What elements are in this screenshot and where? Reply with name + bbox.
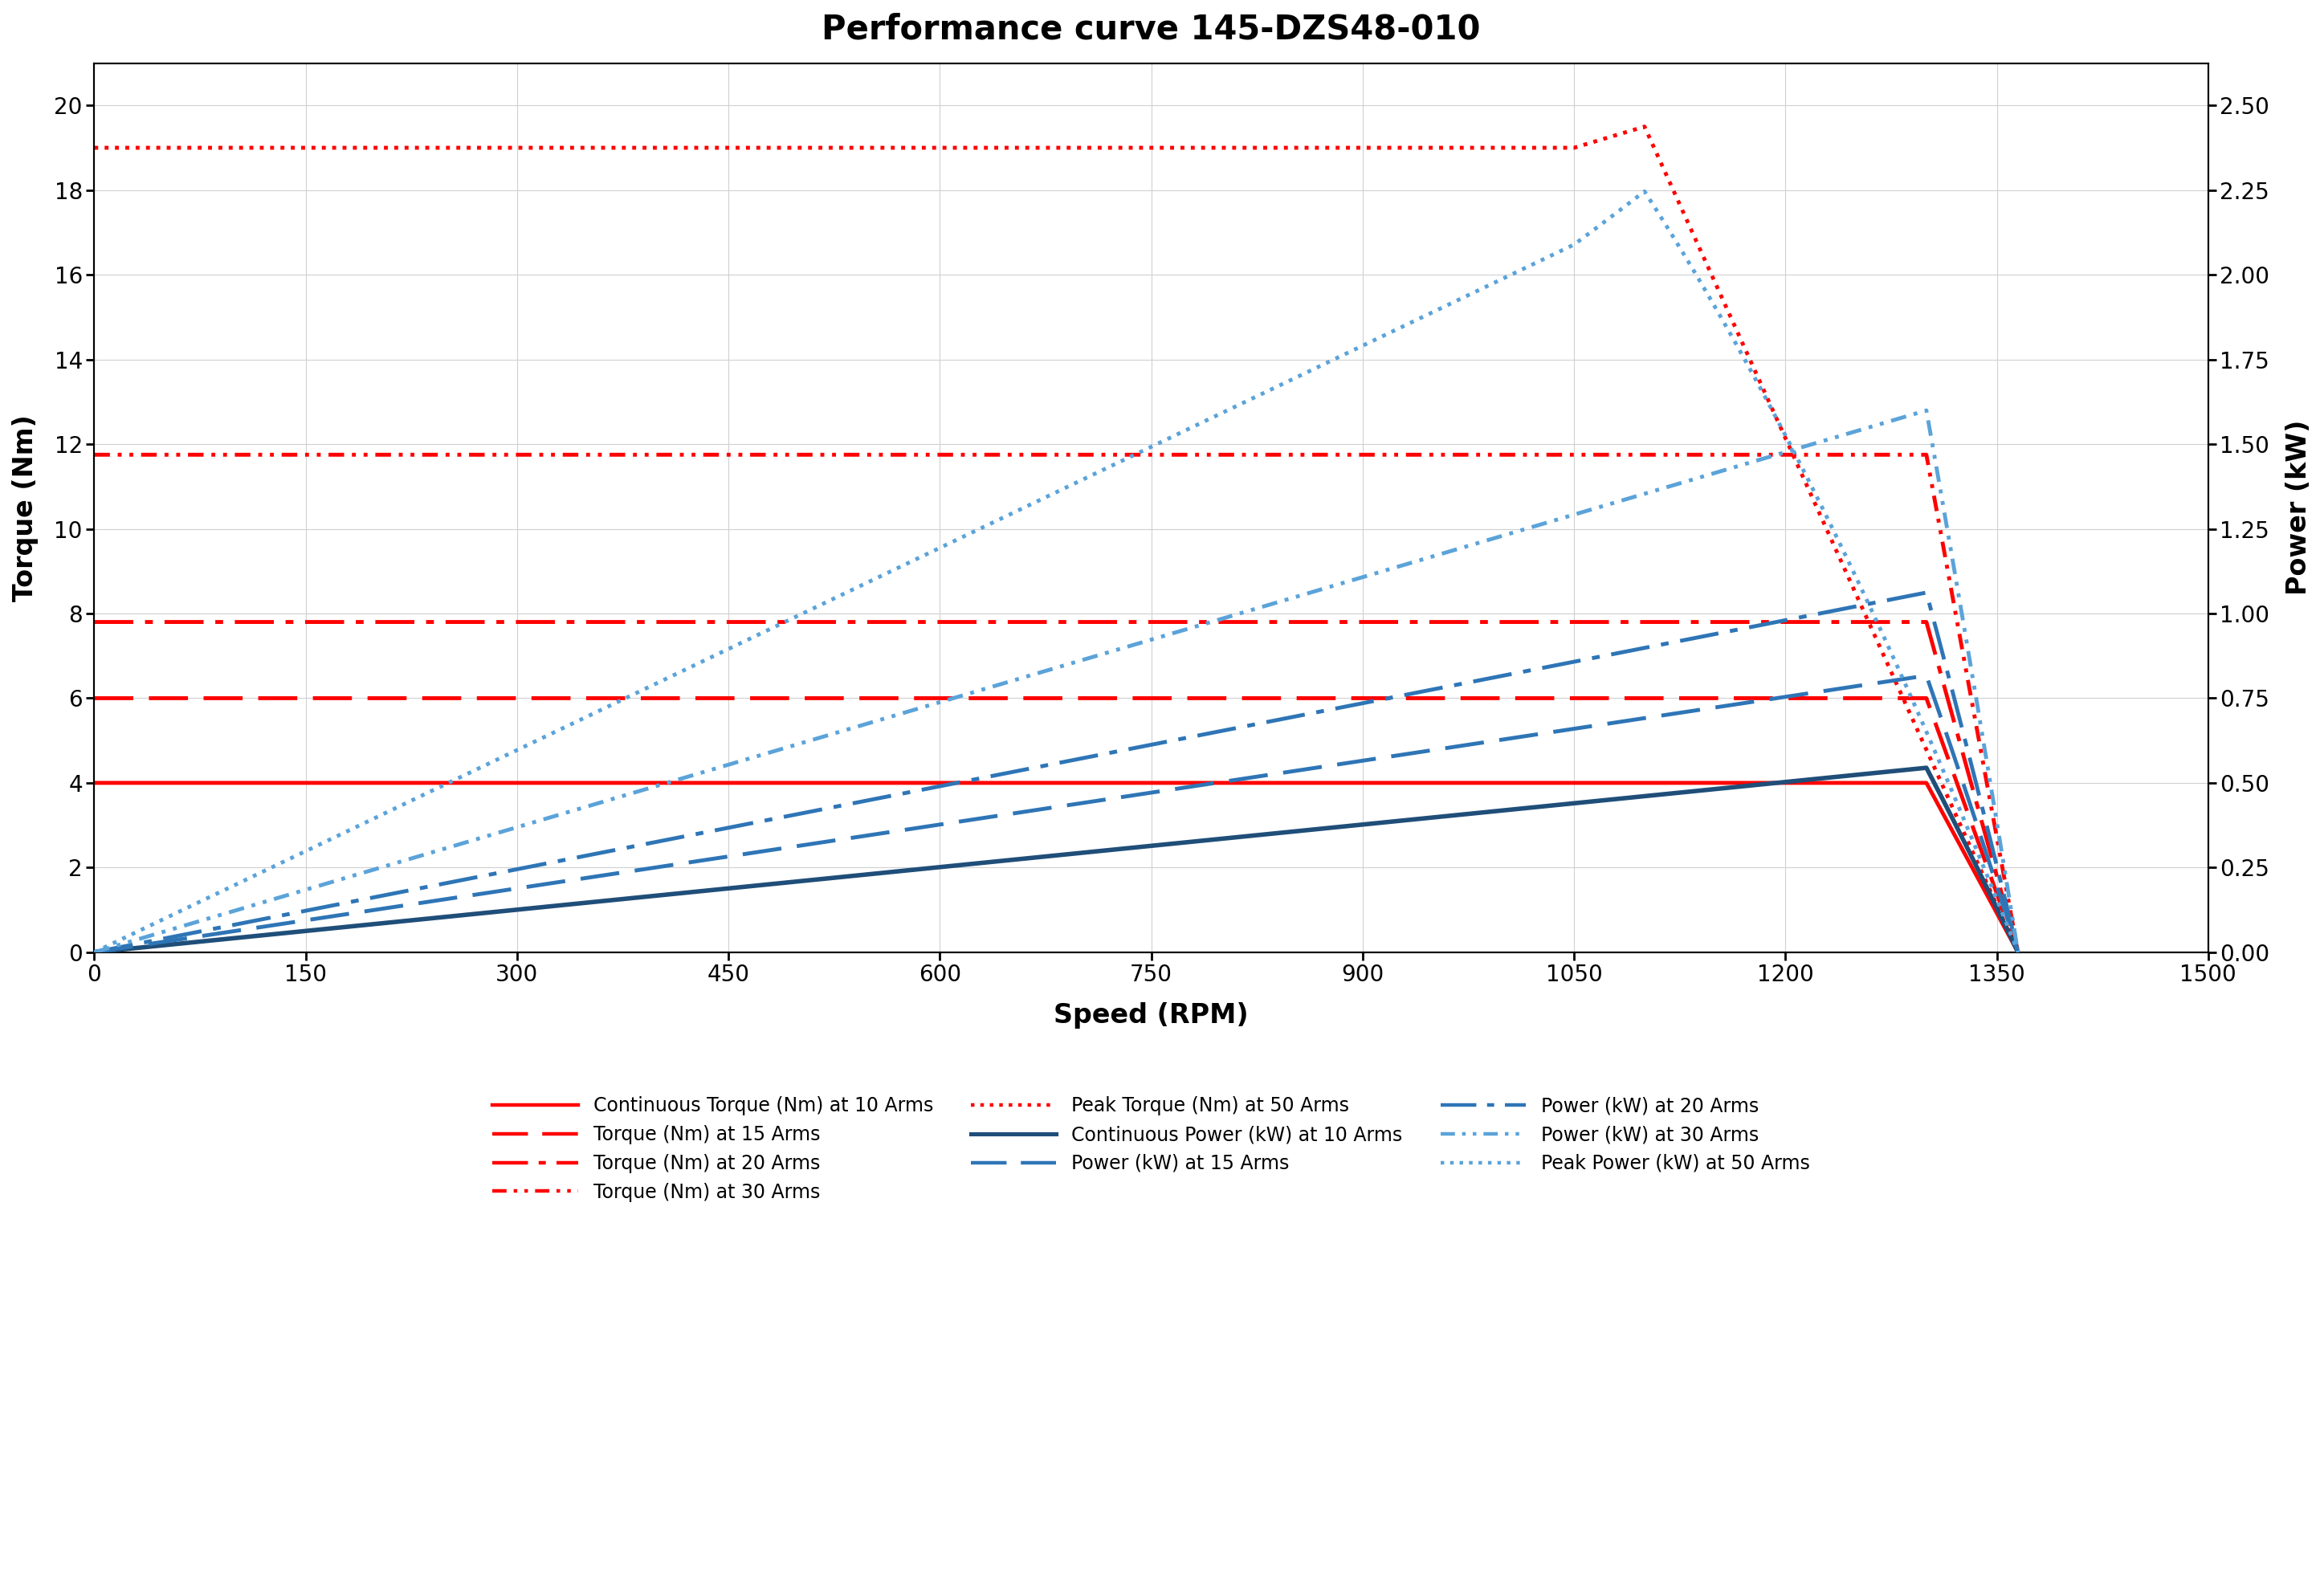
X-axis label: Speed (RPM): Speed (RPM) bbox=[1053, 1003, 1248, 1028]
Title: Performance curve 145-DZS48-010: Performance curve 145-DZS48-010 bbox=[823, 13, 1480, 46]
Y-axis label: Torque (Nm): Torque (Nm) bbox=[12, 414, 40, 601]
Legend: Continuous Torque (Nm) at 10 Arms, Torque (Nm) at 15 Arms, Torque (Nm) at 20 Arm: Continuous Torque (Nm) at 10 Arms, Torqu… bbox=[486, 1089, 1817, 1210]
Y-axis label: Power (kW): Power (kW) bbox=[2284, 419, 2312, 595]
